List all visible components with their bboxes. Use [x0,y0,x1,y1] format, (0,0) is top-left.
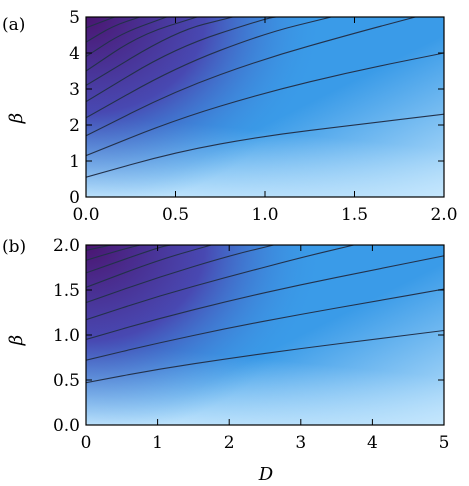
panel-a-x-tick-label: 0.5 [162,205,189,225]
panel-a-x-tick-label: 2.0 [430,205,457,225]
panel-a-y-tick-label: 0 [69,188,80,208]
panel-b-x-axis-title: D [258,464,274,485]
panel-a-y-tick-label: 4 [69,44,80,64]
panel-a-contour-line [86,17,141,43]
panel-b-y-tick-label: 0.5 [53,371,80,391]
panel-b: (b) 0 1 2 3 4 5 0.0 0.5 1.0 1.5 2.0 β D [2,236,449,485]
panel-a-label: (a) [2,15,25,35]
panel-b-plot-area [85,244,445,426]
panel-a-y-tick-label: 2 [69,116,80,136]
panel-b-y-tick-label: 1.0 [53,326,80,346]
panel-b-contour-line [86,288,444,361]
panel-a-y-ticks: 0 1 2 3 4 5 [69,8,444,208]
panel-a-contour-line [86,17,198,72]
panel-a-contour-line [86,17,332,119]
panel-b-x-tick-label: 5 [439,433,450,453]
panel-b-y-tick-label: 1.5 [53,281,80,301]
panel-b-contour-line [86,245,274,304]
panel-b-x-tick-label: 3 [295,433,306,453]
panel-a-y-axis-title: β [6,113,27,124]
panel-b-heatmap [86,245,444,425]
panel-a-contour-line [86,17,167,58]
panel-a-contour-line [86,52,444,157]
panel-b-contour-line [86,245,212,288]
panel-b-contour-line [86,329,444,384]
panel-a-contour-line [86,17,233,86]
panel-a-y-tick-label: 3 [69,80,80,100]
panel-a-x-ticks: 0.0 0.5 1.0 1.5 2.0 [72,17,458,225]
panel-b-contour-line [86,245,354,321]
panel-b-x-ticks: 0 1 2 3 4 5 [81,245,450,453]
panel-a-y-tick-label: 1 [69,152,80,172]
panel-a-y-tick-label: 5 [69,8,80,28]
panel-b-contour-line [86,255,444,341]
panel-b-x-tick-label: 1 [152,433,163,453]
panel-a-contour-line [86,113,444,178]
panel-b-y-tick-label: 0.0 [53,416,80,436]
panel-a-x-tick-label: 1.0 [251,205,278,225]
panel-a-x-tick-label: 0.0 [72,205,99,225]
panel-b-x-tick-label: 4 [367,433,378,453]
panel-a: (a) 0.0 0.5 1.0 1.5 2.0 0 1 2 3 4 5 β [2,8,458,225]
panel-a-x-tick-label: 1.5 [341,205,368,225]
panel-a-plot-area [85,16,445,198]
panel-b-x-tick-label: 0 [81,433,92,453]
panel-b-label: (b) [2,237,26,257]
panel-b-x-tick-label: 2 [224,433,235,453]
panel-a-heatmap [86,17,444,197]
panel-b-y-tick-label: 2.0 [53,236,80,256]
panel-b-contour-line [86,245,141,261]
panel-b-y-ticks: 0.0 0.5 1.0 1.5 2.0 [53,236,444,436]
panel-a-contour-line [86,17,416,137]
panel-b-y-axis-title: β [6,335,27,346]
